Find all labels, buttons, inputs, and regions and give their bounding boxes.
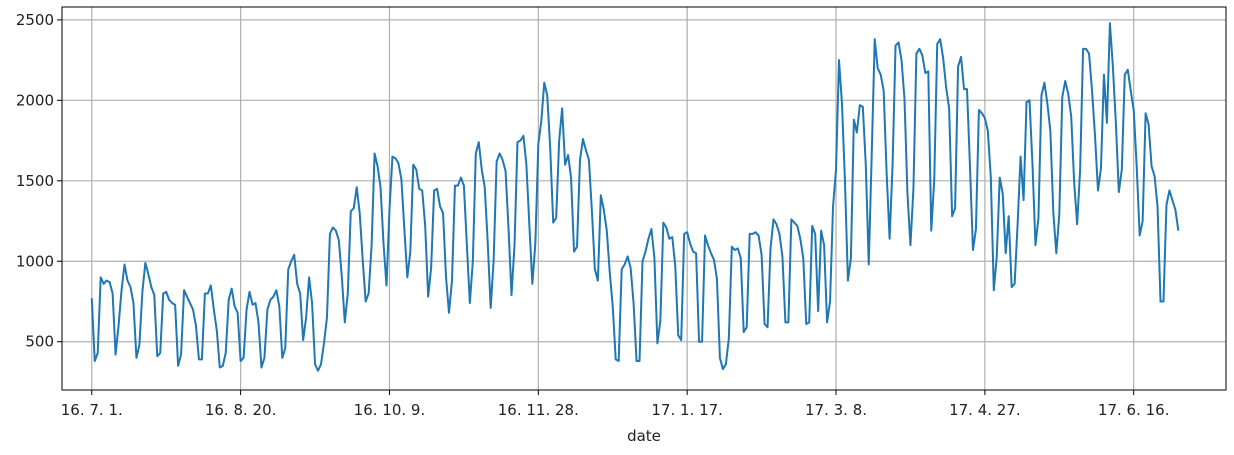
y-tick-label: 1000 <box>16 252 54 270</box>
y-tick-label: 500 <box>25 333 54 351</box>
y-tick-label: 1500 <box>16 172 54 190</box>
x-tick-label: 16. 10. 9. <box>354 401 426 419</box>
x-tick-label: 17. 1. 17. <box>651 401 723 419</box>
x-axis-title: date <box>627 427 661 445</box>
x-tick-label: 17. 3. 8. <box>805 401 867 419</box>
x-tick-label: 17. 6. 16. <box>1098 401 1170 419</box>
y-tick-label: 2000 <box>16 91 54 109</box>
x-tick-label: 16. 8. 20. <box>205 401 277 419</box>
x-tick-label: 16. 11. 28. <box>498 401 579 419</box>
grid-lines <box>62 7 1226 390</box>
series-line <box>90 22 1180 372</box>
x-tick-label: 17. 4. 27. <box>949 401 1021 419</box>
x-tick-label: 16. 7. 1. <box>61 401 123 419</box>
x-axis-ticks: 16. 7. 1. 16. 8. 20. 16. 10. 9. 16. 11. 28.… <box>61 390 1170 419</box>
y-tick-label: 2500 <box>16 11 54 29</box>
y-axis-ticks: 500 1000 1500 2000 2500 <box>16 11 62 351</box>
series-layer <box>90 22 1180 372</box>
plot-frame <box>61 6 1227 391</box>
